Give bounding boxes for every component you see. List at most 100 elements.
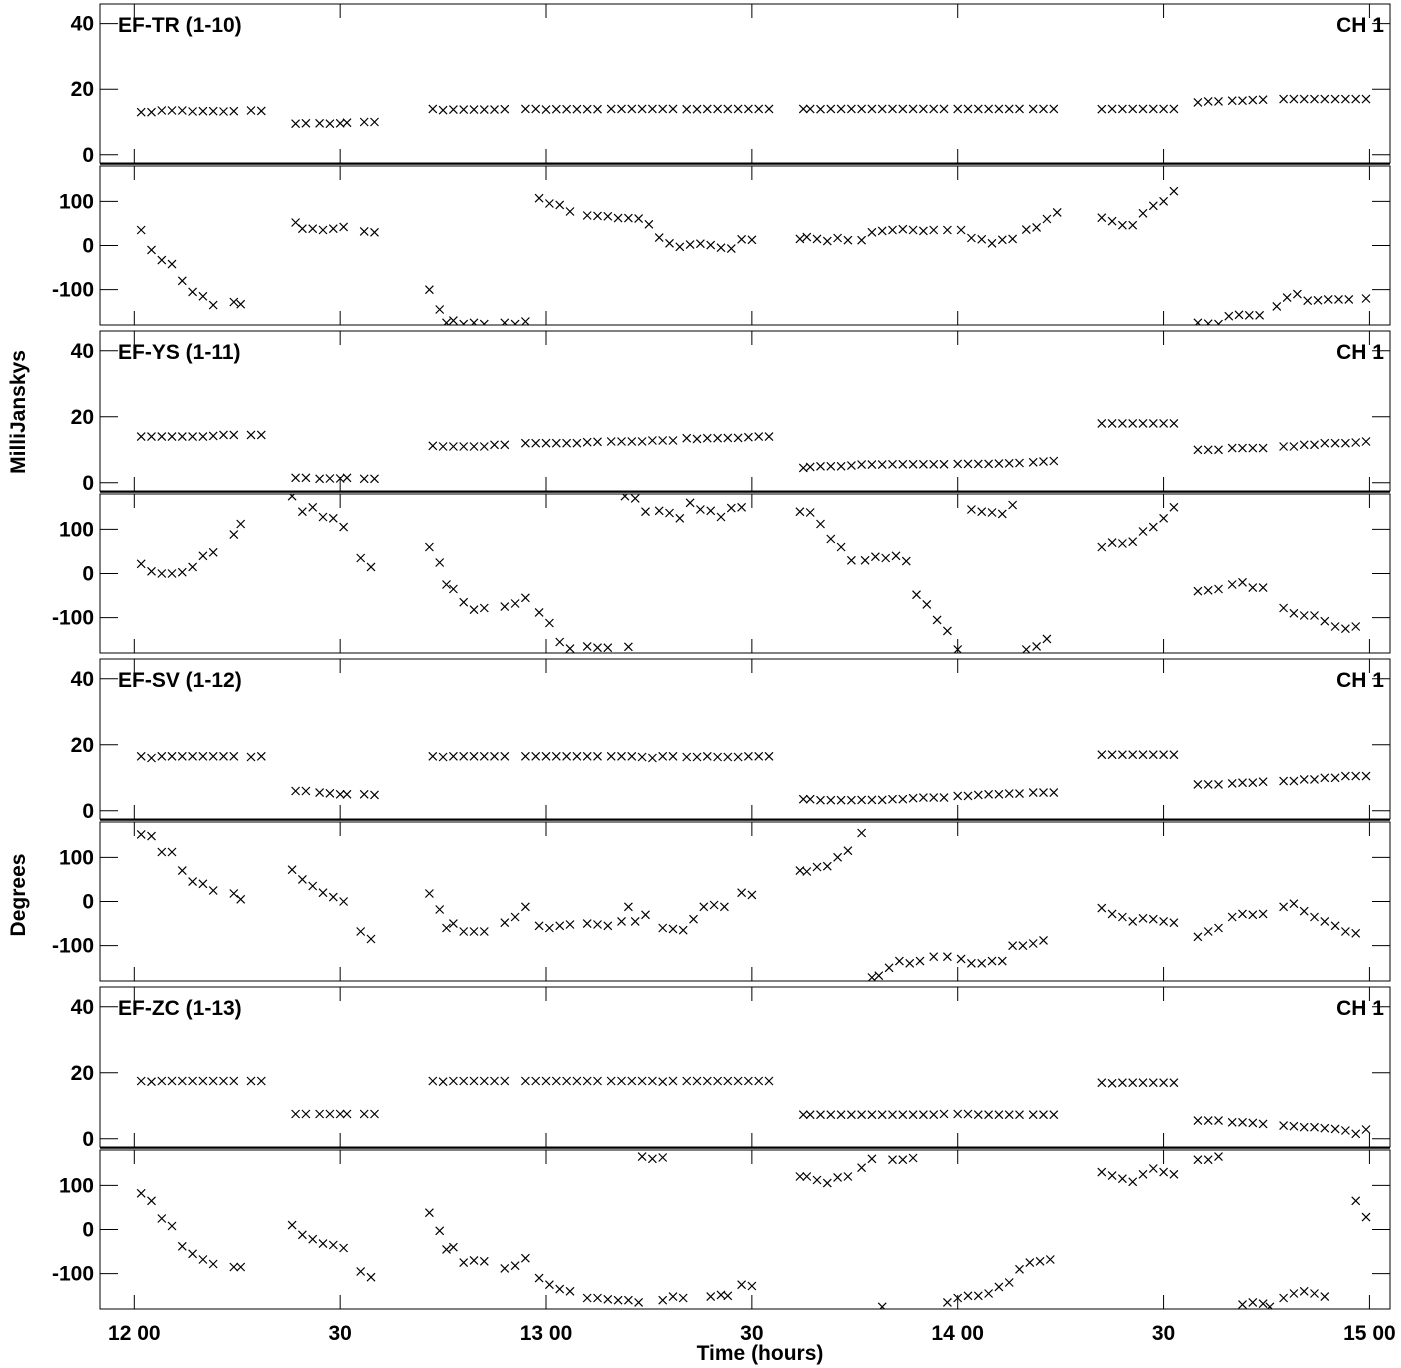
phase-point bbox=[1310, 611, 1319, 620]
amplitude-point bbox=[428, 104, 438, 114]
amplitude-point bbox=[1193, 779, 1203, 789]
phase-point bbox=[510, 912, 520, 922]
amplitude-point bbox=[490, 1076, 499, 1086]
phase-point bbox=[891, 551, 901, 561]
phase-point bbox=[973, 1291, 983, 1301]
amplitude-point bbox=[658, 436, 668, 445]
phase-point bbox=[287, 1220, 297, 1230]
amplitude-point bbox=[713, 104, 723, 114]
phase-point bbox=[1258, 583, 1268, 593]
amplitude-point bbox=[1279, 1121, 1289, 1131]
amplitude-point bbox=[877, 104, 887, 114]
amplitude-point bbox=[1310, 94, 1319, 104]
amplitude-point bbox=[805, 462, 815, 472]
amplitude-point bbox=[637, 1076, 647, 1086]
amplitude-point bbox=[562, 104, 572, 114]
phase-point bbox=[977, 507, 987, 517]
amplitude-point bbox=[448, 105, 458, 115]
amplitude-point bbox=[551, 438, 561, 448]
phase-point bbox=[188, 877, 198, 887]
phase-point bbox=[1117, 539, 1127, 548]
phase-point bbox=[857, 1163, 867, 1173]
amplitude-point bbox=[359, 1109, 369, 1119]
amplitude-point bbox=[1128, 750, 1138, 760]
phase-point bbox=[1148, 914, 1158, 924]
phase-tick-label: -100 bbox=[52, 607, 94, 630]
amplitude-point bbox=[479, 105, 489, 115]
phase-point bbox=[520, 593, 530, 603]
phase-point bbox=[442, 580, 451, 589]
amplitude-point bbox=[459, 105, 469, 115]
phase-point bbox=[603, 921, 613, 931]
phase-point bbox=[356, 927, 366, 936]
amplitude-point bbox=[713, 1076, 723, 1086]
phase-point bbox=[534, 1273, 544, 1283]
phase-point bbox=[229, 889, 239, 898]
phase-point bbox=[1004, 1278, 1014, 1287]
phase-point bbox=[593, 643, 602, 653]
amplitude-point bbox=[1015, 104, 1024, 114]
phase-series bbox=[136, 828, 1361, 981]
phase-point bbox=[1032, 641, 1042, 651]
amplitude-point bbox=[1340, 771, 1350, 781]
amplitude-point bbox=[1049, 456, 1059, 466]
x-tick-label: 13 00 bbox=[520, 1322, 573, 1345]
amplitude-point bbox=[939, 1109, 949, 1119]
phase-point bbox=[658, 1153, 668, 1162]
amplitude-point bbox=[1039, 1110, 1048, 1120]
phase-point bbox=[603, 1294, 613, 1304]
amplitude-point bbox=[136, 751, 146, 761]
amplitude-point bbox=[541, 751, 551, 761]
phase-point bbox=[1193, 1155, 1203, 1165]
amplitude-point bbox=[428, 441, 438, 451]
phase-point bbox=[593, 211, 602, 221]
amplitude-point bbox=[953, 104, 963, 114]
amplitude-point bbox=[713, 752, 723, 762]
amplitude-point bbox=[994, 789, 1004, 799]
phase-point bbox=[675, 242, 685, 252]
amplitude-point bbox=[448, 1076, 458, 1086]
phase-point bbox=[188, 1249, 198, 1259]
amplitude-point bbox=[593, 1076, 602, 1086]
amplitude-point bbox=[256, 430, 266, 440]
x-tick-label: 14 00 bbox=[931, 1322, 984, 1345]
phase-point bbox=[1238, 909, 1247, 919]
phase-point bbox=[356, 553, 366, 563]
amplitude-point bbox=[1128, 1078, 1138, 1088]
phase-point bbox=[1045, 1255, 1055, 1264]
phase-tick-label: 100 bbox=[59, 190, 94, 213]
phase-point bbox=[459, 1258, 469, 1268]
phase-point bbox=[795, 1172, 805, 1181]
amp-tick-label: 0 bbox=[82, 472, 94, 495]
amplitude-point bbox=[606, 751, 616, 761]
amplitude-point bbox=[1258, 95, 1268, 105]
amplitude-point bbox=[908, 459, 918, 469]
phase-point bbox=[424, 889, 434, 898]
amplitude-point bbox=[1238, 443, 1247, 453]
amplitude-point bbox=[1330, 773, 1340, 783]
amplitude-point bbox=[1351, 1129, 1361, 1139]
amplitude-point bbox=[898, 1110, 908, 1120]
amplitude-point bbox=[219, 430, 228, 440]
phase-point bbox=[582, 919, 592, 929]
amp-tick-label: 20 bbox=[71, 1062, 94, 1085]
phase-point bbox=[843, 1172, 853, 1181]
amplitude-point bbox=[593, 751, 602, 761]
amplitude-point bbox=[1117, 418, 1127, 428]
amplitude-point bbox=[1159, 104, 1169, 114]
phase-point bbox=[188, 562, 198, 572]
phase-point bbox=[198, 291, 208, 301]
phase-point bbox=[1299, 611, 1309, 620]
amplitude-point bbox=[572, 1076, 582, 1086]
phase-point bbox=[665, 238, 674, 248]
amplitude-point bbox=[1279, 442, 1289, 451]
phase-point bbox=[922, 599, 932, 609]
amplitude-point bbox=[908, 793, 918, 803]
amplitude-point bbox=[520, 104, 530, 114]
amplitude-point bbox=[668, 1076, 678, 1086]
phase-point bbox=[208, 1259, 218, 1269]
phase-point bbox=[1159, 1167, 1169, 1177]
amplitude-point bbox=[1015, 789, 1024, 799]
phase-tick-label: 0 bbox=[82, 235, 94, 258]
phase-point bbox=[1107, 1171, 1117, 1181]
